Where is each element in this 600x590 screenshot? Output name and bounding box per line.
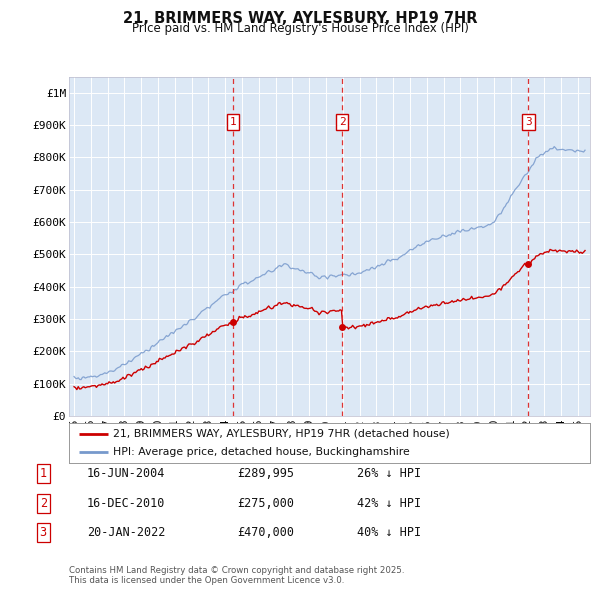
Text: 40% ↓ HPI: 40% ↓ HPI	[357, 526, 421, 539]
Text: 1: 1	[230, 117, 236, 127]
Text: 2: 2	[40, 497, 47, 510]
Text: 21, BRIMMERS WAY, AYLESBURY, HP19 7HR (detached house): 21, BRIMMERS WAY, AYLESBURY, HP19 7HR (d…	[113, 429, 450, 439]
Text: 20-JAN-2022: 20-JAN-2022	[87, 526, 166, 539]
Text: 42% ↓ HPI: 42% ↓ HPI	[357, 497, 421, 510]
Text: £470,000: £470,000	[237, 526, 294, 539]
Text: 2: 2	[339, 117, 346, 127]
Text: 21, BRIMMERS WAY, AYLESBURY, HP19 7HR: 21, BRIMMERS WAY, AYLESBURY, HP19 7HR	[123, 11, 477, 25]
Text: 1: 1	[40, 467, 47, 480]
Text: 3: 3	[40, 526, 47, 539]
Text: £289,995: £289,995	[237, 467, 294, 480]
Text: 16-DEC-2010: 16-DEC-2010	[87, 497, 166, 510]
Text: Price paid vs. HM Land Registry's House Price Index (HPI): Price paid vs. HM Land Registry's House …	[131, 22, 469, 35]
Text: Contains HM Land Registry data © Crown copyright and database right 2025.
This d: Contains HM Land Registry data © Crown c…	[69, 566, 404, 585]
Text: HPI: Average price, detached house, Buckinghamshire: HPI: Average price, detached house, Buck…	[113, 447, 410, 457]
Text: 26% ↓ HPI: 26% ↓ HPI	[357, 467, 421, 480]
Text: 16-JUN-2004: 16-JUN-2004	[87, 467, 166, 480]
Text: £275,000: £275,000	[237, 497, 294, 510]
Text: 3: 3	[525, 117, 532, 127]
